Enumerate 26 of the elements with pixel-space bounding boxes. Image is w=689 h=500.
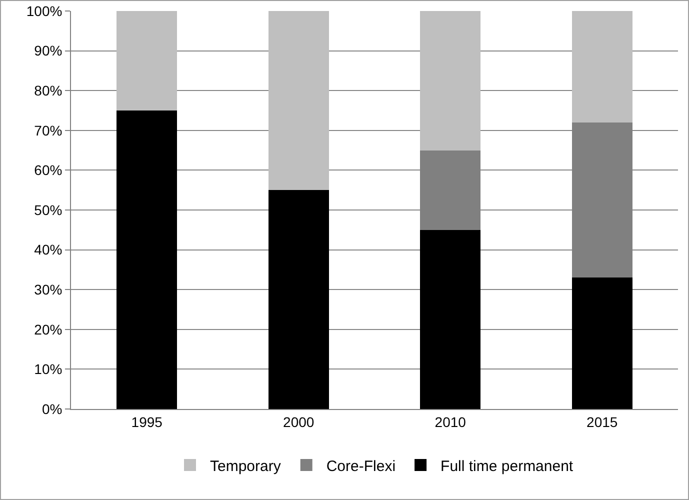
y-tick-label: 10%: [34, 361, 62, 378]
bar: [572, 11, 632, 122]
bar: [268, 11, 329, 190]
bar: [268, 190, 329, 409]
x-tick-label: 2015: [586, 414, 618, 430]
legend-label: Full time permanent: [440, 458, 574, 475]
bar: [420, 11, 481, 150]
y-tick-label: 30%: [34, 282, 62, 298]
bar: [420, 230, 481, 409]
bar: [116, 11, 178, 110]
y-tick-label: 20%: [34, 321, 62, 338]
y-tick-label: 0%: [42, 400, 62, 417]
legend-label: Temporary: [210, 458, 282, 475]
bar: [116, 110, 178, 409]
x-tick-label: 1995: [131, 414, 163, 430]
y-tick-label: 50%: [34, 202, 62, 218]
y-tick-label: 80%: [34, 82, 62, 98]
legend-label: Core-Flexi: [326, 458, 396, 475]
y-tick-label: 60%: [34, 162, 62, 178]
y-tick-label: 40%: [34, 242, 62, 258]
y-tick-label: 90%: [34, 42, 62, 59]
x-tick-label: 2000: [283, 414, 314, 430]
y-tick-label: 70%: [34, 122, 62, 138]
y-tick-label: 100%: [26, 2, 62, 19]
bar: [572, 278, 632, 409]
x-tick-label: 2010: [434, 414, 466, 430]
